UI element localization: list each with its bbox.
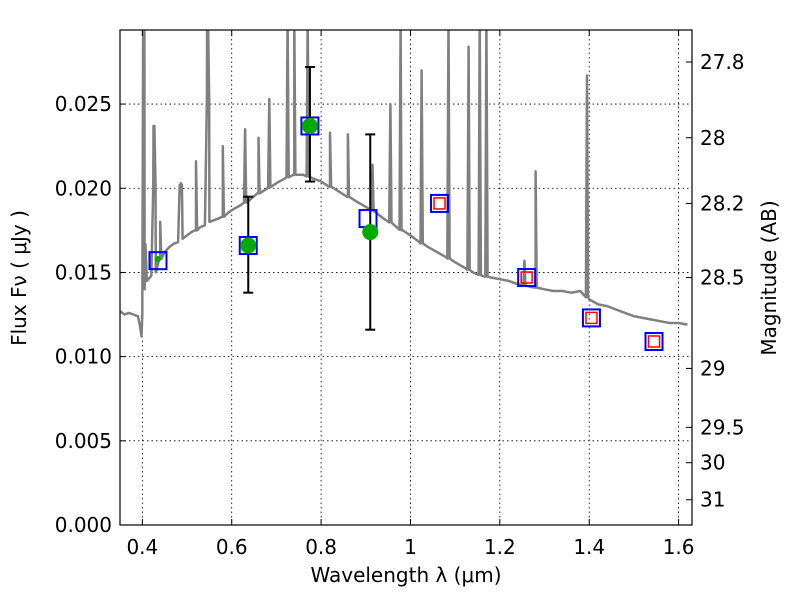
x-tick-label: 0.6 — [216, 535, 248, 559]
mag-tick-label: 28 — [700, 126, 725, 150]
model-square — [300, 116, 320, 136]
mag-tick-label: 28.2 — [700, 191, 745, 215]
x-tick-label: 1 — [404, 535, 417, 559]
mag-tick-label: 27.8 — [700, 50, 745, 74]
x-tick-label: 1.2 — [484, 535, 516, 559]
ticks: 0.4 0.6 0.8 1 1.2 1.4 1.6 0.000 0.005 0.010 0.015 0… — [55, 30, 745, 559]
model-square — [430, 193, 450, 213]
x-tick-label: 0.4 — [126, 535, 158, 559]
y-tick-label: 0.020 — [55, 176, 112, 200]
model-square — [517, 268, 537, 287]
x-axis-title: Wavelength λ (μm) — [310, 563, 501, 587]
photometry-point — [362, 224, 379, 241]
y-tick-label: 0.005 — [55, 429, 112, 453]
x-tick-label: 1.4 — [573, 535, 605, 559]
y-axis-title: Flux Fν ( μJy ) — [7, 210, 31, 346]
model-square — [581, 308, 601, 328]
x-tick-label: 1.6 — [663, 535, 695, 559]
photometry-point — [154, 255, 161, 262]
y-tick-label: 0.025 — [55, 92, 112, 116]
model-square — [238, 236, 258, 256]
y-tick-label: 0.015 — [55, 260, 112, 284]
model-square — [644, 331, 664, 351]
mag-tick-label: 30 — [700, 451, 725, 475]
markers — [148, 66, 664, 351]
model-square — [148, 251, 168, 271]
y-tick-label: 0.010 — [55, 345, 112, 369]
observed-square — [433, 197, 446, 210]
photometry-point — [240, 237, 257, 254]
x-tick-label: 0.8 — [305, 535, 337, 559]
observed-square — [647, 335, 661, 348]
mag-tick-label: 29.5 — [700, 415, 745, 439]
mag-tick-label: 28.5 — [700, 266, 745, 290]
mag-tick-label: 31 — [700, 488, 725, 512]
observed-square — [585, 311, 598, 325]
y-tick-label: 0.000 — [55, 513, 112, 537]
y-right-axis-title: Magnitude (AB) — [757, 200, 781, 355]
observed-square — [520, 271, 533, 284]
mag-tick-label: 29 — [700, 356, 725, 380]
photometry-point — [301, 117, 318, 134]
